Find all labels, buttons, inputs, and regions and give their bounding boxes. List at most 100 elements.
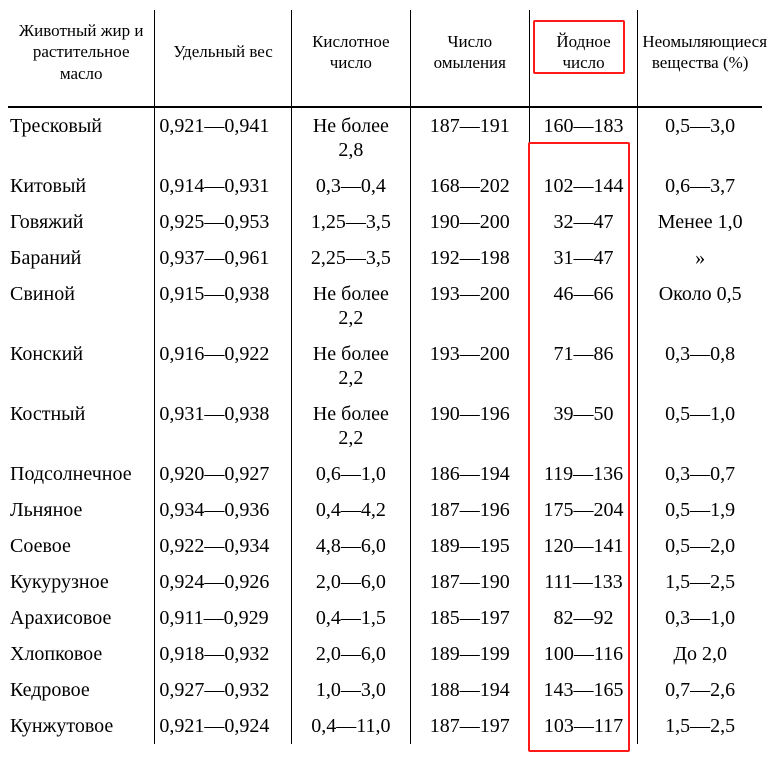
cell-sg: 0,924—0,926 <box>155 564 292 600</box>
cell-iodine: 119—136 <box>529 456 638 492</box>
cell-iodine: 143—165 <box>529 672 638 708</box>
col-header-name: Животный жир и растительное масло <box>8 10 155 106</box>
cell-unsap: 0,3—0,7 <box>638 456 762 492</box>
cell-acid: 0,4—4,2 <box>291 492 410 528</box>
cell-sap: 192—198 <box>410 240 529 276</box>
table-row: Костный0,931—0,938Не более2,2190—19639—5… <box>8 396 762 456</box>
cell-iodine: 100—116 <box>529 636 638 672</box>
cell-sap: 168—202 <box>410 168 529 204</box>
table-row: Подсолнечное0,920—0,9270,6—1,0186—194119… <box>8 456 762 492</box>
cell-name: Хлопковое <box>8 636 155 672</box>
cell-name: Костный <box>8 396 155 456</box>
table-body: Тресковый0,921—0,941Не более2,8187—19116… <box>8 108 762 744</box>
cell-sg: 0,921—0,941 <box>155 108 292 168</box>
cell-name: Бараний <box>8 240 155 276</box>
cell-acid: 1,0—3,0 <box>291 672 410 708</box>
cell-iodine: 102—144 <box>529 168 638 204</box>
cell-acid: 0,4—1,5 <box>291 600 410 636</box>
table-row: Льняное0,934—0,9360,4—4,2187—196175—2040… <box>8 492 762 528</box>
cell-iodine: 175—204 <box>529 492 638 528</box>
cell-sg: 0,920—0,927 <box>155 456 292 492</box>
cell-sap: 193—200 <box>410 276 529 336</box>
cell-sap: 186—194 <box>410 456 529 492</box>
cell-name: Кедровое <box>8 672 155 708</box>
cell-acid: Не более2,2 <box>291 396 410 456</box>
cell-unsap: 1,5—2,5 <box>638 708 762 744</box>
cell-iodine: 103—117 <box>529 708 638 744</box>
cell-sg: 0,922—0,934 <box>155 528 292 564</box>
cell-sap: 190—196 <box>410 396 529 456</box>
cell-unsap: Менее 1,0 <box>638 204 762 240</box>
cell-acid: 2,0—6,0 <box>291 564 410 600</box>
cell-unsap: 0,3—1,0 <box>638 600 762 636</box>
cell-acid: 4,8—6,0 <box>291 528 410 564</box>
cell-iodine: 31—47 <box>529 240 638 276</box>
cell-name: Льняное <box>8 492 155 528</box>
cell-name: Конский <box>8 336 155 396</box>
cell-sg: 0,937—0,961 <box>155 240 292 276</box>
cell-acid: 1,25—3,5 <box>291 204 410 240</box>
table-row: Соевое0,922—0,9344,8—6,0189—195120—1410,… <box>8 528 762 564</box>
col-header-acid: Кислотное число <box>291 10 410 106</box>
cell-name: Подсолнечное <box>8 456 155 492</box>
cell-unsap: 0,3—0,8 <box>638 336 762 396</box>
cell-iodine: 39—50 <box>529 396 638 456</box>
cell-unsap: Около 0,5 <box>638 276 762 336</box>
cell-sg: 0,916—0,922 <box>155 336 292 396</box>
cell-unsap: 0,5—1,9 <box>638 492 762 528</box>
cell-sap: 190—200 <box>410 204 529 240</box>
cell-acid: 0,6—1,0 <box>291 456 410 492</box>
cell-sg: 0,934—0,936 <box>155 492 292 528</box>
cell-acid: Не более2,8 <box>291 108 410 168</box>
table-row: Говяжий0,925—0,9531,25—3,5190—20032—47Ме… <box>8 204 762 240</box>
cell-sap: 187—196 <box>410 492 529 528</box>
cell-iodine: 46—66 <box>529 276 638 336</box>
cell-unsap: 0,5—2,0 <box>638 528 762 564</box>
oils-table: Животный жир и растительное масло Удельн… <box>8 10 762 744</box>
col-header-sg: Удельный вес <box>155 10 292 106</box>
cell-sap: 189—199 <box>410 636 529 672</box>
table-row: Тресковый0,921—0,941Не более2,8187—19116… <box>8 108 762 168</box>
col-header-sap: Число омыления <box>410 10 529 106</box>
table-row: Кунжутовое0,921—0,9240,4—11,0187—197103—… <box>8 708 762 744</box>
cell-acid: 2,0—6,0 <box>291 636 410 672</box>
cell-unsap: 1,5—2,5 <box>638 564 762 600</box>
col-header-iodine: Йодное число <box>529 10 638 106</box>
cell-sg: 0,921—0,924 <box>155 708 292 744</box>
cell-acid: Не более2,2 <box>291 276 410 336</box>
cell-sap: 193—200 <box>410 336 529 396</box>
col-header-unsap: Неомыляющиеся вещества (%) <box>638 10 762 106</box>
cell-unsap: До 2,0 <box>638 636 762 672</box>
cell-sap: 187—197 <box>410 708 529 744</box>
table-row: Хлопковое0,918—0,9322,0—6,0189—199100—11… <box>8 636 762 672</box>
cell-name: Свиной <box>8 276 155 336</box>
cell-sg: 0,911—0,929 <box>155 600 292 636</box>
cell-name: Кукурузное <box>8 564 155 600</box>
cell-sap: 189—195 <box>410 528 529 564</box>
table-row: Бараний0,937—0,9612,25—3,5192—19831—47» <box>8 240 762 276</box>
cell-unsap: » <box>638 240 762 276</box>
table-row: Кедровое0,927—0,9321,0—3,0188—194143—165… <box>8 672 762 708</box>
cell-unsap: 0,5—3,0 <box>638 108 762 168</box>
cell-unsap: 0,7—2,6 <box>638 672 762 708</box>
cell-iodine: 160—183 <box>529 108 638 168</box>
table-row: Свиной0,915—0,938Не более2,2193—20046—66… <box>8 276 762 336</box>
cell-iodine: 82—92 <box>529 600 638 636</box>
cell-name: Арахисовое <box>8 600 155 636</box>
cell-sap: 187—190 <box>410 564 529 600</box>
cell-acid: 2,25—3,5 <box>291 240 410 276</box>
cell-name: Китовый <box>8 168 155 204</box>
cell-sg: 0,925—0,953 <box>155 204 292 240</box>
cell-name: Тресковый <box>8 108 155 168</box>
cell-sap: 188—194 <box>410 672 529 708</box>
cell-sg: 0,931—0,938 <box>155 396 292 456</box>
cell-name: Говяжий <box>8 204 155 240</box>
table-row: Арахисовое0,911—0,9290,4—1,5185—19782—92… <box>8 600 762 636</box>
cell-name: Соевое <box>8 528 155 564</box>
cell-sap: 187—191 <box>410 108 529 168</box>
cell-iodine: 120—141 <box>529 528 638 564</box>
table-row: Конский0,916—0,922Не более2,2193—20071—8… <box>8 336 762 396</box>
cell-name: Кунжутовое <box>8 708 155 744</box>
cell-acid: 0,4—11,0 <box>291 708 410 744</box>
cell-unsap: 0,5—1,0 <box>638 396 762 456</box>
